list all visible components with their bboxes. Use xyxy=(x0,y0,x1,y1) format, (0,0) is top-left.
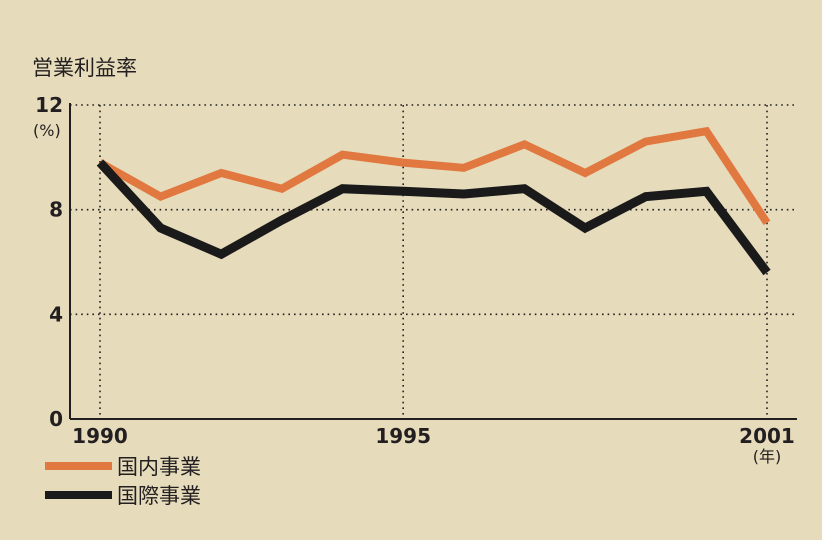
x-tick-label: 2001 xyxy=(739,424,795,448)
y-tick-label: 4 xyxy=(49,302,63,326)
y-tick-label: 0 xyxy=(49,407,63,431)
y-tick-label: 8 xyxy=(49,198,63,222)
chart-title: 営業利益率 xyxy=(32,56,137,80)
legend-label: 国内事業 xyxy=(117,455,201,479)
x-axis-ticks: 1990 1995 2001 xyxy=(72,424,795,448)
x-axis-unit: (年) xyxy=(753,447,782,466)
x-tick-label: 1990 xyxy=(72,424,128,448)
y-axis-ticks: 0 4 8 12 xyxy=(35,93,63,431)
axes xyxy=(69,103,797,420)
x-tick-label: 1995 xyxy=(375,424,431,448)
series-line xyxy=(98,126,771,226)
y-tick-label: 12 xyxy=(35,93,63,117)
series-lines xyxy=(96,126,771,276)
series-line xyxy=(96,159,771,276)
legend-label: 国際事業 xyxy=(117,484,201,508)
y-axis-unit: (%) xyxy=(33,121,61,140)
grid-lines xyxy=(70,104,795,419)
